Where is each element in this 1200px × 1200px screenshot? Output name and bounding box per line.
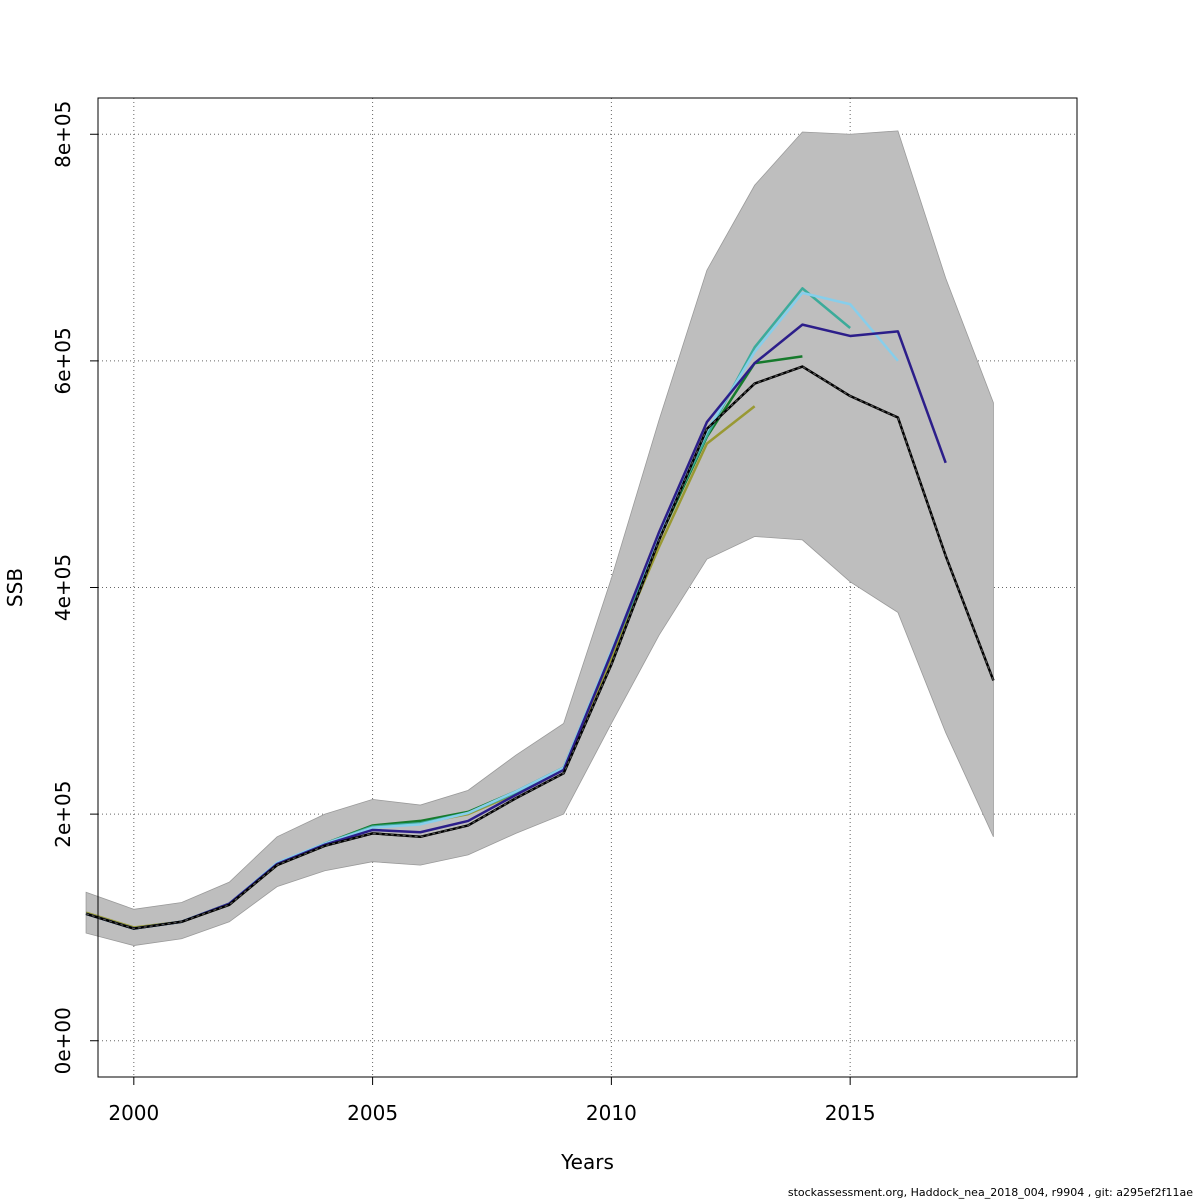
x-axis-title: Years bbox=[560, 1150, 614, 1174]
y-axis-title: SSB bbox=[3, 568, 27, 607]
confidence-band-layer bbox=[85, 130, 994, 946]
x-tick-label-3: 2015 bbox=[825, 1101, 876, 1125]
footer-credit: stockassessment.org, Haddock_nea_2018_00… bbox=[788, 1186, 1193, 1199]
y-tick-label-2: 4e+05 bbox=[51, 554, 75, 621]
x-tick-label-2: 2010 bbox=[586, 1101, 637, 1125]
x-tick-label-1: 2005 bbox=[347, 1101, 398, 1125]
x-axis: 2000 2005 2010 2015 bbox=[108, 1076, 876, 1125]
y-tick-label-0: 0e+00 bbox=[51, 1007, 75, 1074]
y-tick-label-1: 2e+05 bbox=[51, 780, 75, 847]
confidence-band bbox=[85, 130, 994, 946]
y-tick-label-4: 8e+05 bbox=[51, 101, 75, 168]
series-line-0 bbox=[85, 365, 995, 930]
y-axis: 0e+00 2e+05 4e+05 6e+05 8e+05 bbox=[51, 101, 99, 1074]
series-layer bbox=[85, 287, 995, 930]
y-tick-label-3: 6e+05 bbox=[51, 327, 75, 394]
x-tick-label-0: 2000 bbox=[108, 1101, 159, 1125]
